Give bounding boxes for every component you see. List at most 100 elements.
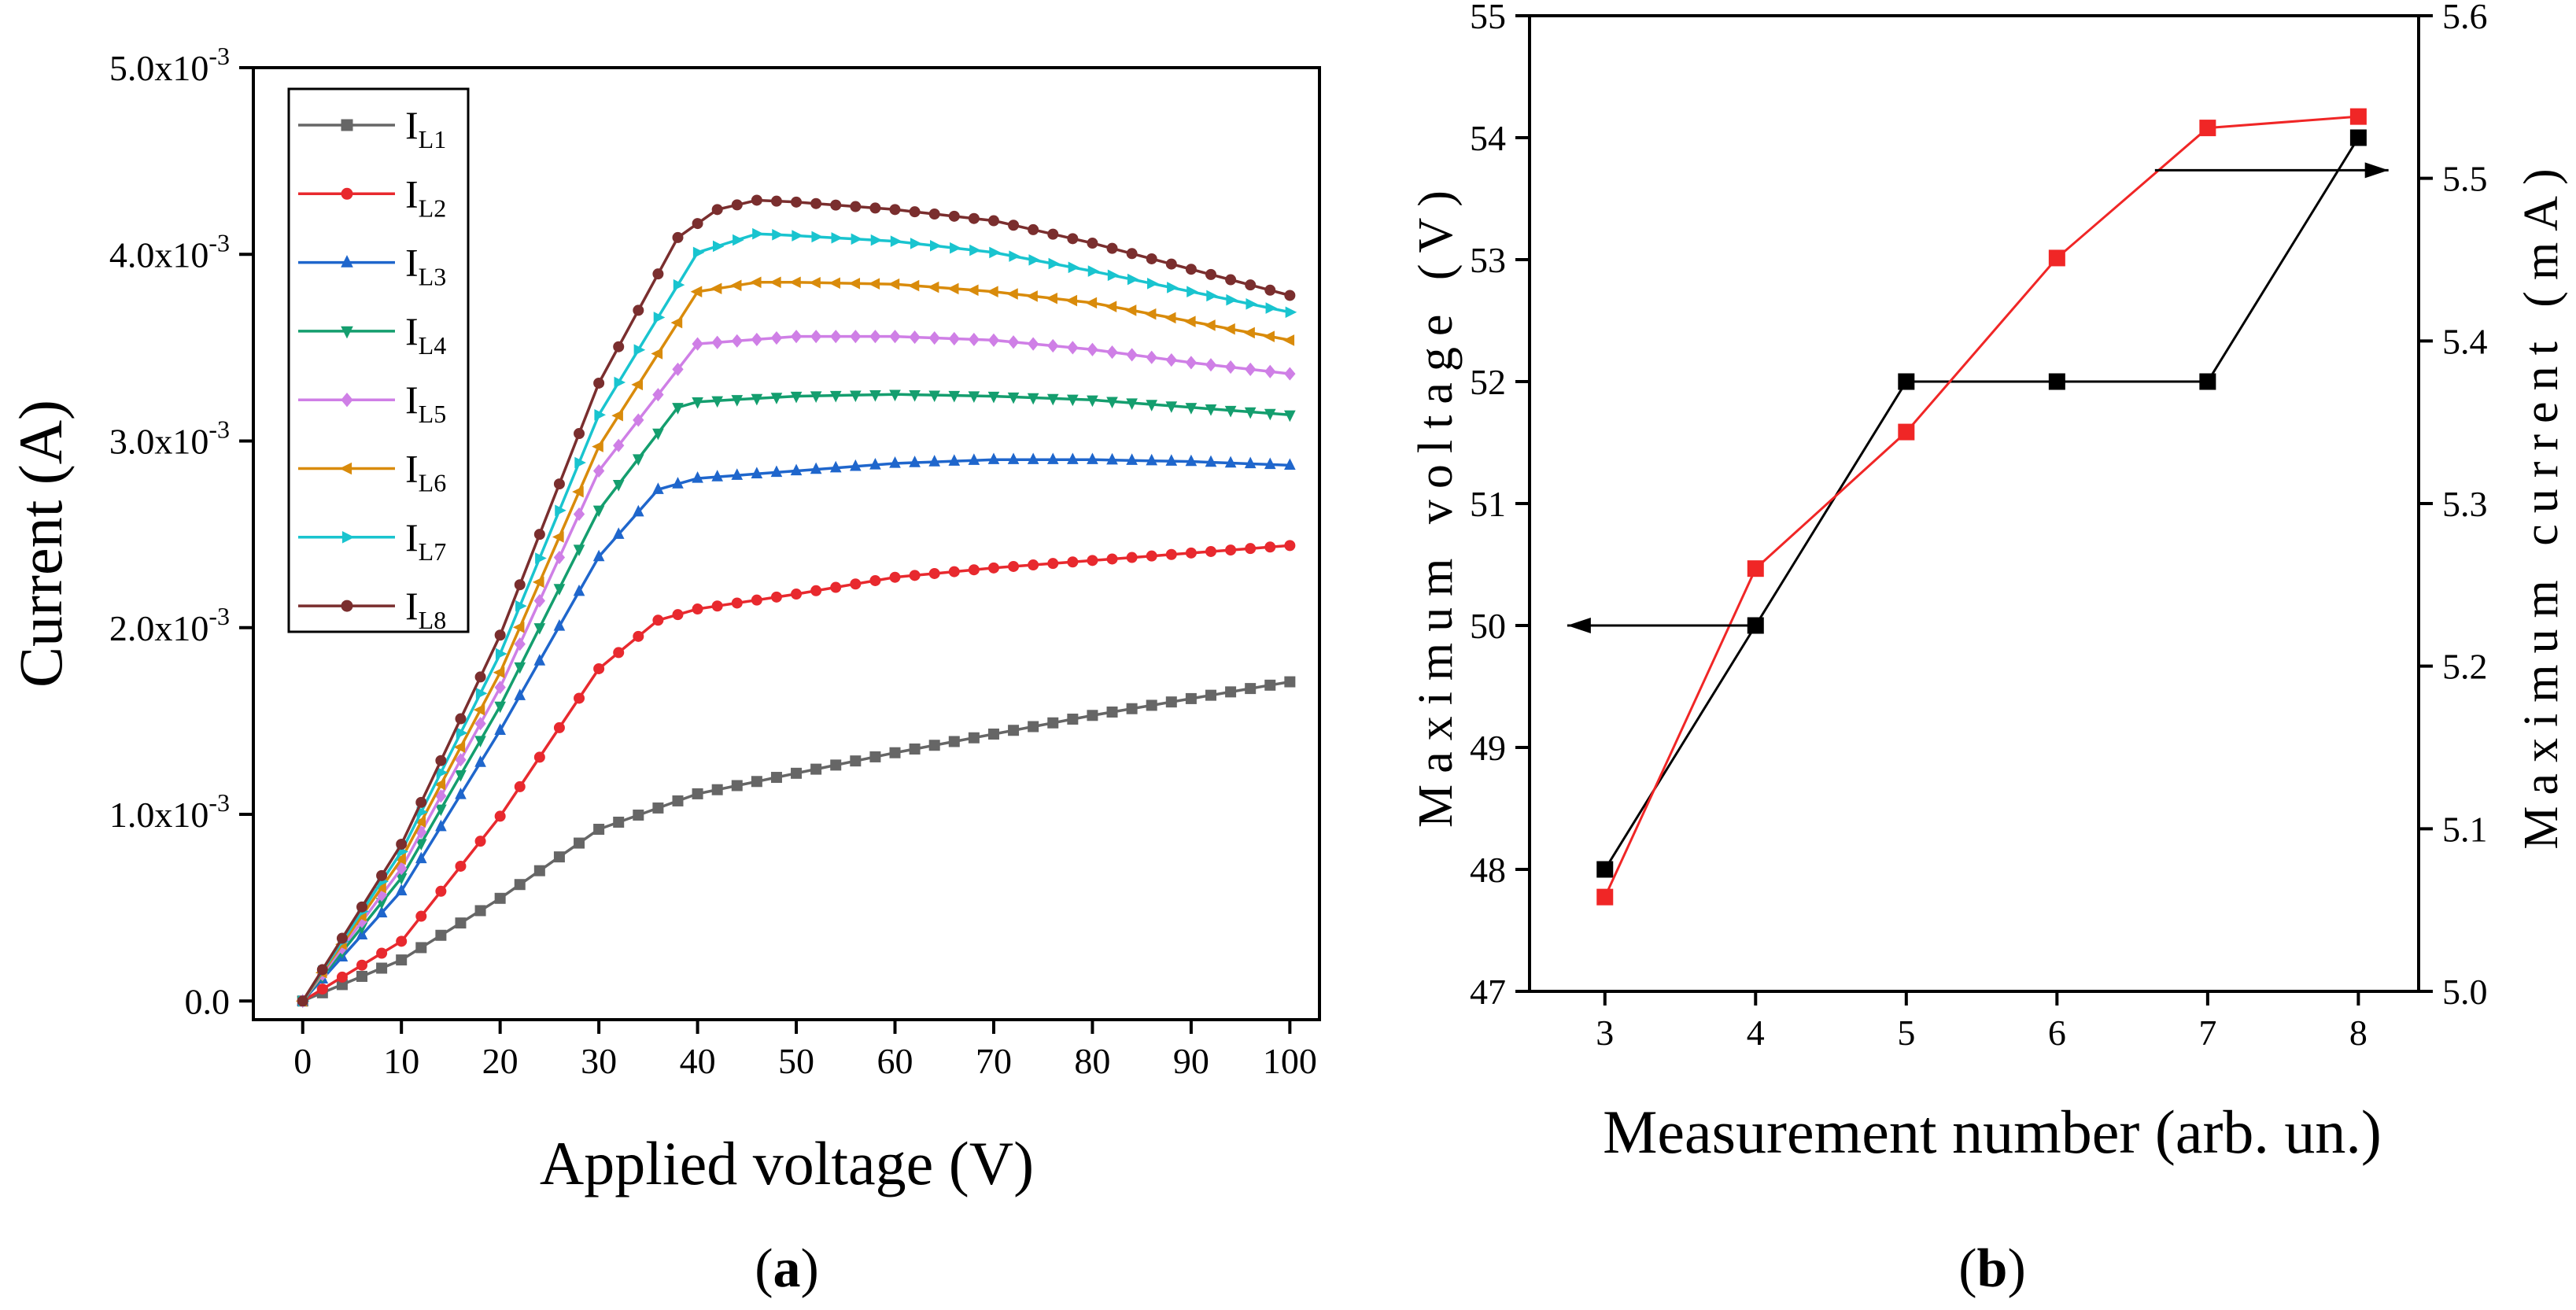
data-point <box>494 892 506 904</box>
data-point <box>948 210 960 222</box>
series-i-l5 <box>297 330 1296 1008</box>
y-right-tick-label-b: 5.2 <box>2442 647 2488 687</box>
y-right-tick-label-b: 5.4 <box>2442 321 2488 361</box>
data-point <box>415 851 427 864</box>
y-right-tick-label-b: 5.6 <box>2442 0 2488 36</box>
data-point <box>652 802 664 814</box>
data-point <box>533 654 546 666</box>
data-point <box>710 282 722 295</box>
x-tick-label-b: 6 <box>2048 1013 2066 1053</box>
data-point <box>633 630 644 642</box>
y-left-tick-label-b: 50 <box>1470 606 1506 646</box>
data-point <box>1245 683 1257 695</box>
data-point <box>672 231 684 243</box>
data-point <box>731 468 744 480</box>
arrow-head <box>1567 618 1591 633</box>
data-point <box>532 576 544 589</box>
data-point <box>851 233 863 245</box>
data-point <box>455 860 467 872</box>
data-point <box>831 232 843 244</box>
data-point <box>791 767 803 779</box>
data-point <box>2199 373 2216 390</box>
data-point <box>751 467 763 478</box>
data-point <box>1225 544 1237 556</box>
data-point <box>1245 279 1257 291</box>
data-point <box>1185 454 1198 467</box>
data-point <box>1284 676 1296 688</box>
data-point <box>869 574 881 586</box>
data-point <box>1126 348 1138 362</box>
data-point <box>1224 405 1237 418</box>
data-point <box>1264 364 1276 378</box>
data-point <box>909 330 921 345</box>
data-point <box>1205 268 1216 280</box>
x-tick-label-a: 40 <box>680 1041 716 1081</box>
data-point <box>1596 888 1614 906</box>
data-point <box>907 279 920 292</box>
data-point <box>1264 541 1276 553</box>
series-maximum-current <box>1596 108 2367 906</box>
data-point <box>2349 108 2367 125</box>
legend-swatch-marker <box>341 326 353 339</box>
data-point <box>909 743 921 755</box>
data-point <box>968 453 980 465</box>
data-point <box>396 954 408 966</box>
data-point <box>613 647 625 659</box>
data-point <box>1006 288 1018 300</box>
x-axis-ticks-b: 3 4 5 6 7 8 <box>1596 991 2367 1053</box>
data-point <box>1106 553 1118 565</box>
data-point <box>830 581 842 593</box>
data-point <box>1264 284 1276 296</box>
data-point <box>1087 395 1098 408</box>
data-point <box>435 885 447 897</box>
arrow-left-axis <box>1567 618 1756 633</box>
legend-swatch-marker <box>341 530 355 544</box>
data-point <box>2048 249 2065 267</box>
data-point <box>592 463 605 478</box>
data-point <box>751 393 763 406</box>
data-point <box>1126 552 1138 563</box>
data-point <box>1205 545 1216 557</box>
data-point <box>514 662 526 674</box>
data-point <box>553 584 566 596</box>
data-point <box>692 397 703 409</box>
data-point <box>969 244 981 256</box>
data-point <box>1264 457 1276 470</box>
legend-label: IL6 <box>405 447 446 497</box>
data-point <box>533 623 546 635</box>
y-axis-left-title-b: Maximum voltage (V) <box>1409 179 1463 828</box>
data-point <box>751 776 762 788</box>
legend-swatch-marker <box>341 393 353 408</box>
data-point <box>1285 306 1297 319</box>
data-point <box>474 836 486 847</box>
data-point <box>987 452 1000 464</box>
data-point <box>1147 277 1159 290</box>
data-point <box>1185 264 1197 275</box>
data-point <box>475 687 488 699</box>
data-point <box>987 215 999 227</box>
data-point <box>552 531 564 543</box>
y-tick-exponent-a: -3 <box>209 788 230 817</box>
data-point <box>632 504 644 517</box>
data-point <box>731 780 743 792</box>
data-point <box>593 824 605 835</box>
series-maximum-voltage <box>1596 129 2367 878</box>
data-point <box>1205 404 1217 416</box>
y-axis-title-a: Current (A) <box>6 400 75 688</box>
x-axis-title-b: Measurement number (arb. un.) <box>1603 1098 2382 1166</box>
data-point <box>1008 220 1020 231</box>
y-left-tick-label-b: 54 <box>1470 118 1506 158</box>
data-point <box>1026 290 1038 302</box>
data-point <box>514 637 526 651</box>
y-tick-label-a: 4.0x10-3 <box>109 228 230 275</box>
legend-label-subscript: L8 <box>419 606 447 634</box>
data-point <box>1087 342 1098 356</box>
data-point <box>375 906 388 917</box>
series-i-l6 <box>295 276 1295 1007</box>
data-point <box>948 390 961 403</box>
data-point <box>394 853 406 865</box>
data-point <box>670 316 683 329</box>
data-point <box>909 456 921 467</box>
data-point <box>453 741 466 753</box>
data-point <box>1204 319 1216 331</box>
